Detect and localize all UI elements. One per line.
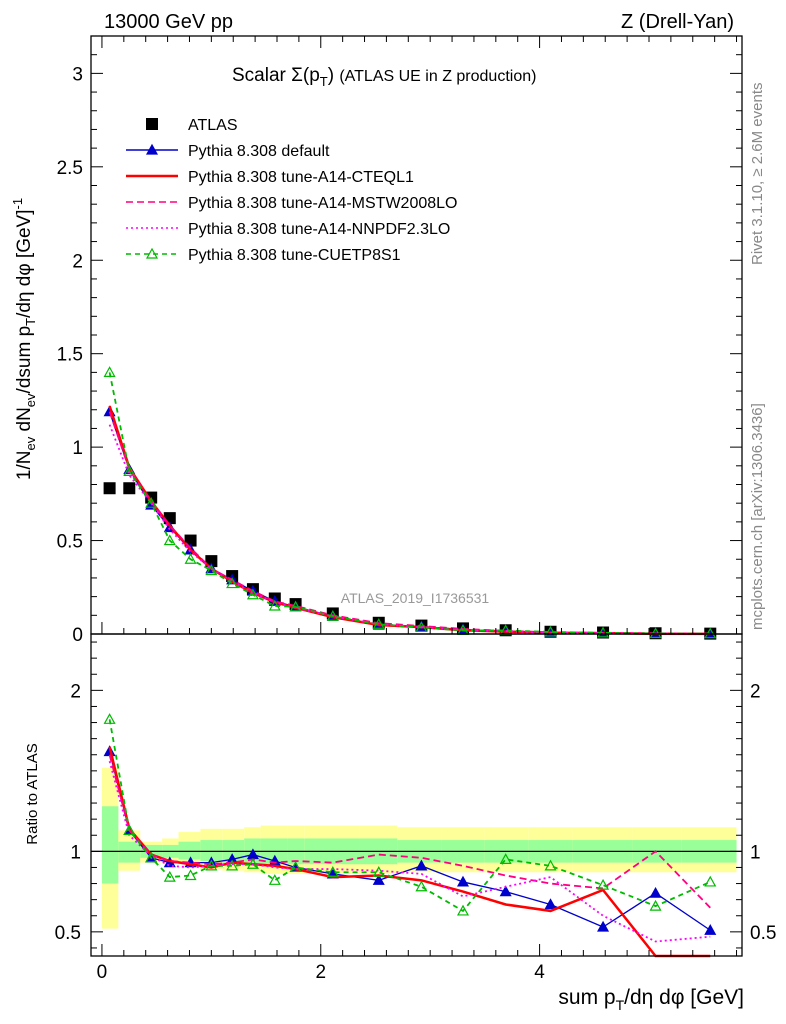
analysis-watermark: ATLAS_2019_I1736531	[341, 590, 490, 606]
legend: ATLAS Pythia 8.308 default Pythia 8.308 tu…	[126, 117, 457, 264]
legend-label: Pythia 8.308 tune-A14-MSTW2008LO	[188, 195, 457, 212]
series-marker	[163, 534, 176, 546]
ratio-series-marker	[704, 924, 717, 935]
ratio-series-marker	[226, 859, 239, 871]
ratio-y-tick-label: 2	[70, 681, 81, 702]
stat-uncertainty-band	[178, 841, 201, 860]
ratio-series-marker	[372, 866, 385, 877]
series-marker	[103, 366, 116, 377]
legend-label: Pythia 8.308 tune-CUETP8S1	[188, 247, 401, 264]
series-marker	[268, 599, 281, 611]
ratio-y-tick-label-right: 0.5	[750, 923, 776, 944]
ratio-series-marker	[456, 904, 470, 916]
series-marker	[704, 627, 717, 639]
series-line	[108, 372, 711, 635]
ratio-series-marker	[205, 859, 218, 871]
y-tick-label: 0	[72, 625, 83, 646]
series-line	[108, 424, 711, 635]
ratio-series-marker	[597, 878, 610, 890]
ratio-series-marker	[544, 898, 557, 910]
ratio-series-marker	[649, 886, 662, 898]
ratio-y-tick-label: 0.5	[55, 923, 81, 944]
ratio-y-tick-label-right: 1	[750, 842, 761, 863]
header-right: Z (Drell-Yan)	[621, 11, 734, 33]
legend-marker	[145, 143, 159, 155]
ratio-series-marker	[704, 875, 717, 887]
atlas-data-point	[123, 482, 136, 495]
ratio-series-marker	[123, 824, 136, 836]
stat-uncertainty-band	[101, 806, 119, 884]
atlas-data-point	[103, 482, 116, 495]
ratio-series-marker	[163, 870, 176, 882]
ratio-series-marker	[544, 859, 557, 871]
ratio-series-line	[108, 746, 711, 958]
ratio-series-marker	[597, 920, 610, 932]
ratio-series-marker	[415, 859, 428, 871]
x-tick-label: 4	[534, 962, 545, 983]
x-axis-label: sum pT/dη dφ [GeV]	[558, 986, 744, 1013]
ratio-series-marker	[649, 899, 662, 911]
series-marker	[145, 496, 158, 508]
series-marker	[544, 625, 557, 637]
legend-label: ATLAS	[188, 117, 238, 134]
legend-marker	[145, 247, 159, 259]
legend-label: Pythia 8.308 tune-A14-CTEQL1	[188, 169, 414, 186]
ratio-series-marker	[184, 869, 197, 881]
x-tick-label: 0	[97, 962, 108, 983]
rivet-label: Rivet 3.1.10, ≥ 2.6M events	[749, 83, 766, 266]
series-marker	[246, 588, 259, 600]
ratio-series-line	[108, 719, 711, 913]
y-tick-label: 0.5	[57, 532, 83, 553]
stat-uncertainty-band	[118, 841, 141, 863]
stat-uncertainty-band	[200, 840, 223, 862]
x-tick-label: 2	[315, 962, 326, 983]
ratio-series-marker	[372, 874, 385, 885]
series-marker	[184, 553, 197, 564]
ratio-series-marker	[145, 851, 158, 863]
ratio-series-marker	[415, 880, 428, 892]
ratio-series-marker	[268, 874, 281, 885]
series-marker	[372, 618, 385, 629]
mcplots-label: mcplots.cern.ch [arXiv:1306.3436]	[749, 403, 766, 630]
y-tick-label: 2	[72, 251, 83, 272]
y-tick-label: 2.5	[57, 158, 83, 179]
series-marker	[123, 465, 136, 477]
main-y-axis-label: 1/Nev dNev/dsum pT/dη dφ [GeV]-1	[10, 198, 38, 480]
y-tick-label: 1.5	[57, 345, 83, 366]
header-left: 13000 GeV pp	[104, 11, 233, 33]
legend-label: Pythia 8.308 default	[188, 143, 330, 160]
y-tick-label: 3	[72, 64, 83, 85]
ratio-y-tick-label-right: 2	[750, 681, 761, 702]
ratio-series-marker	[499, 885, 512, 897]
series-marker	[326, 610, 339, 621]
chart-title: Scalar Σ(pT) (ATLAS UE in Z production)	[232, 65, 536, 89]
legend-label: Pythia 8.308 tune-A14-NNPDF2.3LO	[188, 221, 450, 238]
series-marker	[415, 621, 428, 633]
series-marker	[205, 564, 218, 576]
series-marker	[226, 577, 239, 589]
ratio-y-axis-label: Ratio to ATLAS	[24, 743, 41, 844]
ratio-series-line	[108, 754, 711, 909]
series-marker	[289, 600, 302, 612]
ratio-series-marker	[246, 857, 259, 869]
ratio-y-tick-label: 1	[70, 842, 81, 863]
ratio-plot-frame	[90, 633, 743, 957]
ratio-series-marker	[499, 853, 512, 864]
ratio-series-marker	[326, 866, 339, 877]
series-marker	[649, 627, 662, 639]
series-line	[108, 411, 711, 635]
ratio-series-marker	[103, 713, 116, 724]
legend-marker-atlas	[146, 118, 158, 130]
ratio-series-marker	[456, 875, 470, 887]
ratio-series-marker	[289, 861, 302, 873]
atlas-data-point	[205, 555, 218, 568]
y-tick-label: 1	[72, 438, 83, 459]
